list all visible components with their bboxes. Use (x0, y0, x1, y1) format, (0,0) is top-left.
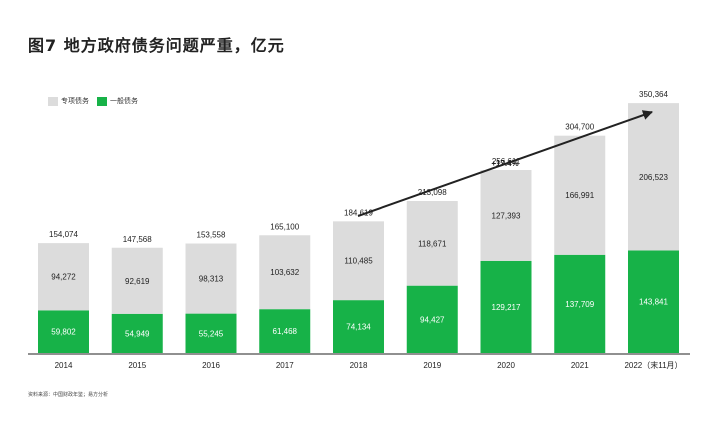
bar-special (259, 235, 311, 310)
bar-special (628, 103, 679, 251)
value-label-special: 98,313 (199, 275, 224, 284)
x-tick-label: 2014 (55, 361, 73, 370)
bar-general (480, 260, 532, 353)
bar-general (554, 254, 606, 353)
value-label-general: 94,427 (420, 315, 445, 324)
value-label-total: 165,100 (270, 222, 299, 231)
value-label-special: 127,393 (492, 211, 521, 220)
bar-general (628, 250, 679, 353)
bar-special (38, 243, 89, 311)
value-label-general: 61,468 (273, 327, 298, 336)
growth-arrow (357, 110, 653, 217)
bar-special (554, 135, 606, 255)
value-label-total: 184,619 (344, 208, 373, 217)
legend-label-special: 专项债务 (61, 97, 89, 105)
bar-general (111, 313, 163, 353)
legend-item-general: 一般债务 (97, 96, 138, 106)
x-tick-label: 2017 (276, 361, 294, 370)
value-label-general: 143,841 (639, 298, 668, 307)
legend: 专项债务 一般债务 (48, 96, 146, 106)
bar-general (185, 313, 237, 353)
growth-annotation: +17.4% (491, 159, 518, 168)
x-tick-label: 2019 (423, 361, 441, 370)
bar-special (185, 243, 237, 314)
legend-item-special: 专项债务 (48, 96, 89, 106)
value-label-special: 206,523 (639, 173, 668, 182)
x-tick-label: 2016 (202, 361, 220, 370)
bar-special (406, 201, 458, 286)
x-tick-label: 2018 (350, 361, 368, 370)
bar-general (333, 300, 384, 353)
value-label-total: 147,568 (123, 235, 152, 244)
value-label-general: 55,245 (199, 329, 224, 338)
value-label-total: 304,700 (565, 123, 594, 132)
value-label-special: 103,632 (270, 268, 299, 277)
x-tick-label: 2021 (571, 361, 589, 370)
value-label-general: 129,217 (492, 303, 521, 312)
value-label-special: 118,671 (418, 239, 447, 248)
value-label-general: 137,709 (565, 300, 594, 309)
value-label-total: 154,074 (49, 230, 78, 239)
legend-label-general: 一般债务 (110, 97, 138, 105)
value-label-total: 213,098 (418, 188, 447, 197)
bar-general (406, 285, 458, 353)
bar-special (333, 221, 384, 301)
x-tick-label: 2022（末11月） (624, 360, 682, 370)
value-label-general: 59,802 (51, 328, 76, 337)
bar-special (480, 169, 532, 261)
value-label-special: 166,991 (565, 191, 594, 200)
bar-special (111, 247, 163, 314)
value-label-special: 110,485 (344, 257, 373, 266)
value-label-special: 92,619 (125, 277, 150, 286)
value-label-total: 350,364 (639, 90, 668, 99)
legend-swatch-special (48, 96, 58, 106)
value-label-total: 153,558 (197, 230, 226, 239)
source-note: 资料来源：中国财政年鉴；易方分析 (28, 392, 109, 398)
value-label-general: 54,949 (125, 329, 150, 338)
value-label-total: 256,611 (492, 157, 521, 166)
x-tick-label: 2015 (128, 361, 146, 370)
value-label-general: 74,134 (346, 323, 371, 332)
bar-general (38, 310, 89, 353)
bar-general (259, 309, 311, 353)
chart-title: 图7 地方政府债务问题严重，亿元 (28, 36, 285, 55)
x-tick-label: 2020 (497, 361, 515, 370)
legend-swatch-general (97, 96, 107, 106)
value-label-special: 94,272 (51, 273, 76, 282)
